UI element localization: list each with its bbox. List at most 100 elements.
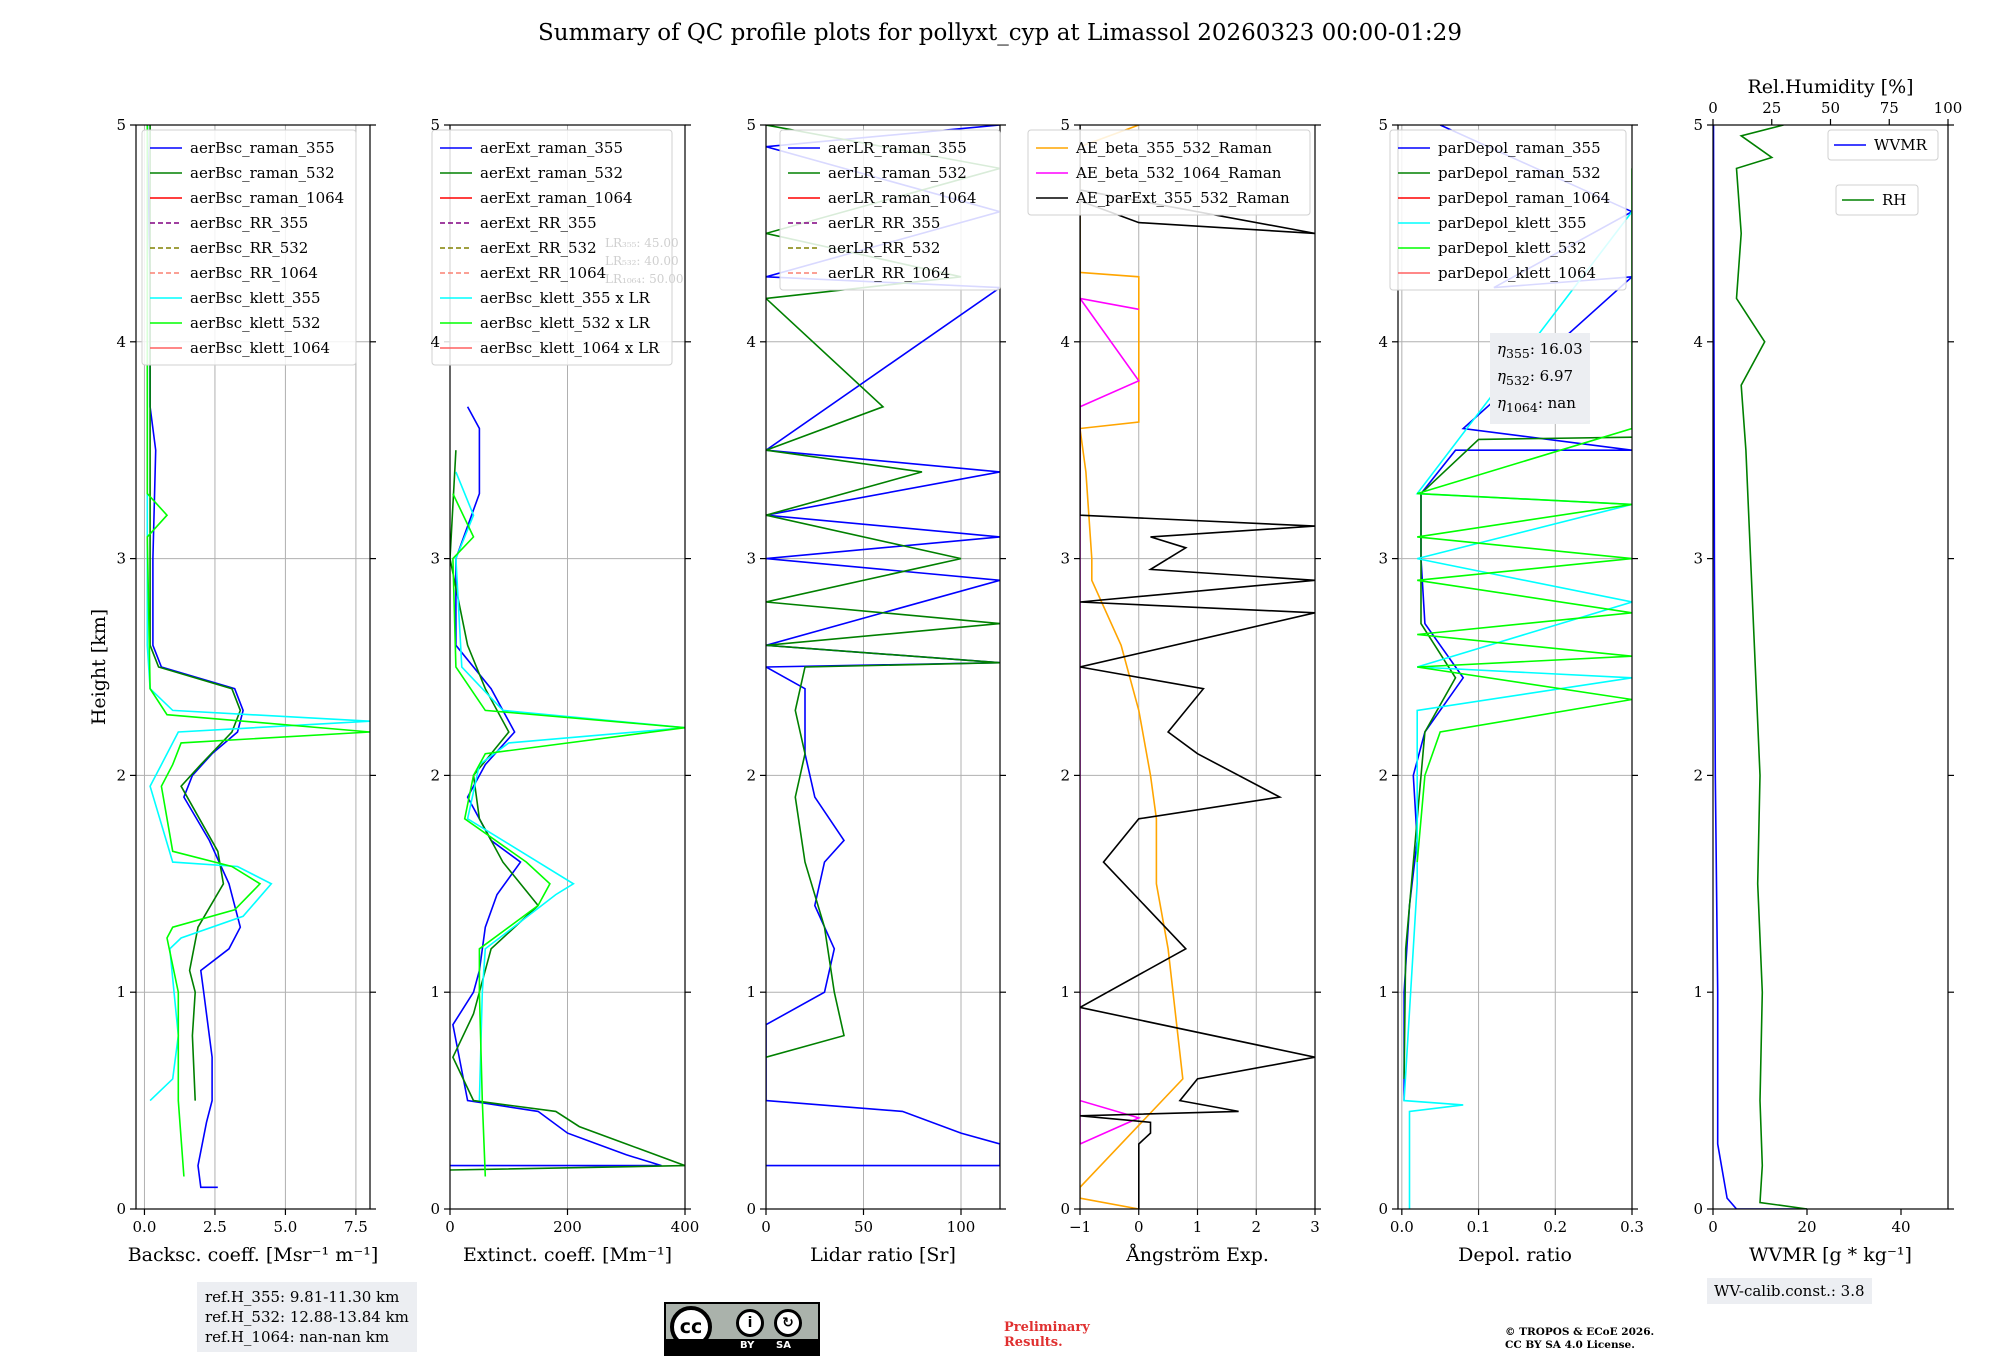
y-tick-label: 0 xyxy=(746,1200,756,1218)
x-tick-label: 7.5 xyxy=(344,1218,368,1236)
y-tick-label: 0 xyxy=(1693,1200,1703,1218)
ref-height-1064: ref.H_1064: nan-nan km xyxy=(205,1328,390,1346)
y-tick-label: 2 xyxy=(1378,766,1388,784)
x-axis-label-wv: WVMR [g * kg⁻¹] xyxy=(1749,1244,1912,1266)
y-tick-label: 5 xyxy=(116,116,126,134)
series-line-aerLR_raman_532 xyxy=(766,125,1000,1058)
y-tick-label: 1 xyxy=(430,983,440,1001)
y-axis-label: Height [km] xyxy=(88,609,110,725)
reference-height-box: ref.H_355: 9.81-11.30 km ref.H_532: 12.8… xyxy=(197,1282,417,1352)
series-line-RH xyxy=(1735,125,1808,1209)
y-tick-label: 2 xyxy=(1060,766,1070,784)
legend-entry: aerBsc_raman_1064 xyxy=(190,189,344,207)
x-tick-label: 20 xyxy=(1797,1218,1816,1236)
legend-entry: parDepol_raman_1064 xyxy=(1438,189,1610,207)
panel-depol xyxy=(1389,124,1638,1215)
y-tick-label: 3 xyxy=(746,550,756,568)
y-tick-label: 5 xyxy=(1378,116,1388,134)
x-axis-label-ext: Extinct. coeff. [Mm⁻¹] xyxy=(463,1244,672,1266)
x2-tick-label: 25 xyxy=(1762,99,1781,117)
y-tick-label: 3 xyxy=(1378,550,1388,568)
legend-entry: AE_beta_532_1064_Raman xyxy=(1075,164,1282,182)
cc-badge-footer: BY SA xyxy=(666,1339,818,1354)
legend-entry: aerExt_RR_532 xyxy=(480,239,597,257)
series-line-aerExt_raman_355 xyxy=(450,406,662,1167)
series-line-parDepol_raman_532 xyxy=(1403,436,1632,1079)
y-tick-label: 4 xyxy=(1693,333,1703,351)
cc-license-badge[interactable]: cc i ↻ BY SA xyxy=(664,1302,820,1356)
cc-sa-label: SA xyxy=(776,1340,791,1351)
y-tick-label: 4 xyxy=(116,333,126,351)
lr-assumption-text: LR₃₅₅: 45.00 xyxy=(605,236,679,250)
y-tick-label: 2 xyxy=(746,766,756,784)
x-tick-label: 100 xyxy=(947,1218,976,1236)
y-tick-label: 1 xyxy=(1060,983,1070,1001)
series-line-AE_parExt_355_532_Raman xyxy=(1080,125,1315,1209)
panel-frame xyxy=(135,124,371,1210)
legend-box xyxy=(779,129,1001,291)
eta-355: η355: 16.03 xyxy=(1497,340,1583,361)
x-tick-label: 0 xyxy=(1134,1218,1144,1236)
y-tick-label: 0 xyxy=(430,1200,440,1218)
legend-entry: aerLR_raman_532 xyxy=(828,164,967,182)
y-tick-label: 2 xyxy=(1693,766,1703,784)
legend-entry: aerLR_raman_355 xyxy=(828,139,967,157)
y-tick-label: 0 xyxy=(1060,1200,1070,1218)
legend-box xyxy=(1389,129,1627,291)
legend-entry: aerLR_RR_532 xyxy=(828,239,940,257)
panel-ext xyxy=(431,124,691,1215)
panel-lr xyxy=(760,124,1006,1215)
x-tick-label: 0.2 xyxy=(1543,1218,1567,1236)
y-tick-label: 4 xyxy=(746,333,756,351)
panel-frame xyxy=(1712,124,1949,1210)
y-tick-label: 3 xyxy=(116,550,126,568)
x-axis-label-ang: Ångström Exp. xyxy=(1125,1244,1269,1266)
y-tick-label: 4 xyxy=(1378,333,1388,351)
y-tick-label: 5 xyxy=(746,116,756,134)
y-tick-label: 1 xyxy=(1378,983,1388,1001)
x2-tick-label: 75 xyxy=(1880,99,1899,117)
y-tick-label: 3 xyxy=(1060,550,1070,568)
x-tick-label: 2 xyxy=(1251,1218,1261,1236)
y-tick-label: 3 xyxy=(1693,550,1703,568)
y-tick-label: 0 xyxy=(1378,1200,1388,1218)
y-tick-label: 2 xyxy=(430,766,440,784)
x2-tick-label: 50 xyxy=(1821,99,1840,117)
x-tick-label: 0.0 xyxy=(1390,1218,1414,1236)
legend-entry: aerBsc_klett_1064 x LR xyxy=(480,339,660,357)
legend-entry: aerBsc_klett_355 xyxy=(190,289,321,307)
legend-entry: aerBsc_RR_355 xyxy=(190,214,308,232)
wv-calibration-box: WV-calib.const.: 3.8 xyxy=(1707,1278,1872,1304)
legend-entry: WVMR xyxy=(1874,136,1928,154)
legend-entry: aerBsc_klett_532 xyxy=(190,314,321,332)
legend-entry: aerBsc_raman_532 xyxy=(190,164,335,182)
legend-box xyxy=(1027,129,1311,216)
x-tick-label: 2.5 xyxy=(203,1218,227,1236)
series-line-parDepol_klett_532 xyxy=(1416,168,1632,863)
legend-box xyxy=(431,129,673,366)
x-tick-label: 0 xyxy=(445,1218,455,1236)
legend-entry: aerExt_raman_532 xyxy=(480,164,623,182)
series-line-aerBsc_klett_532 x LR xyxy=(452,493,685,1177)
legend-entry: aerLR_RR_355 xyxy=(828,214,940,232)
lr-assumption-text: LR₅₃₂: 40.00 xyxy=(605,254,679,268)
legend-entry: aerExt_RR_355 xyxy=(480,214,597,232)
x2-tick-label: 0 xyxy=(1708,99,1718,117)
legend-entry: parDepol_klett_1064 xyxy=(1438,264,1596,282)
legend-entry: parDepol_raman_355 xyxy=(1438,139,1601,157)
y-tick-label: 4 xyxy=(1060,333,1070,351)
legend-entry: aerBsc_klett_532 x LR xyxy=(480,314,651,332)
series-line-aerLR_raman_355 xyxy=(766,125,1000,1167)
series-line-AE_beta_355_532_Raman xyxy=(1080,125,1184,1209)
legend-entry: aerLR_raman_1064 xyxy=(828,189,976,207)
x-tick-label: 3 xyxy=(1310,1218,1320,1236)
panel-ang xyxy=(1027,124,1321,1215)
series-line-aerBsc_raman_355 xyxy=(146,125,244,1189)
legend-entry: parDepol_klett_355 xyxy=(1438,214,1587,232)
legend-entry: aerBsc_RR_1064 xyxy=(190,264,318,282)
panel-wv xyxy=(1707,119,1954,1215)
legend-entry: AE_parExt_355_532_Raman xyxy=(1075,189,1290,207)
legend-entry: AE_beta_355_532_Raman xyxy=(1075,139,1272,157)
legend-entry: aerExt_RR_1064 xyxy=(480,264,606,282)
